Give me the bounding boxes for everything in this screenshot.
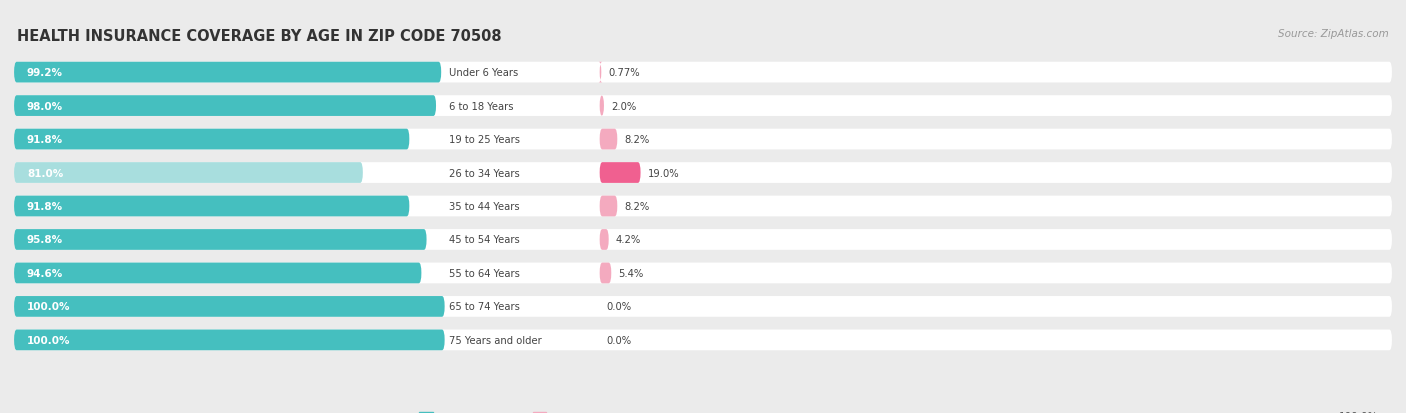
Text: 4.2%: 4.2%	[616, 235, 641, 245]
FancyBboxPatch shape	[14, 96, 436, 117]
FancyBboxPatch shape	[14, 263, 1392, 284]
Text: 100.0%: 100.0%	[27, 335, 70, 345]
Text: Under 6 Years: Under 6 Years	[449, 68, 519, 78]
Text: 6 to 18 Years: 6 to 18 Years	[449, 101, 513, 112]
Text: HEALTH INSURANCE COVERAGE BY AGE IN ZIP CODE 70508: HEALTH INSURANCE COVERAGE BY AGE IN ZIP …	[17, 29, 502, 44]
Legend: With Coverage, Without Coverage: With Coverage, Without Coverage	[415, 408, 661, 413]
FancyBboxPatch shape	[599, 196, 617, 217]
Text: 26 to 34 Years: 26 to 34 Years	[449, 168, 520, 178]
Text: 65 to 74 Years: 65 to 74 Years	[449, 301, 520, 312]
FancyBboxPatch shape	[599, 129, 617, 150]
FancyBboxPatch shape	[14, 230, 1392, 250]
FancyBboxPatch shape	[14, 263, 422, 284]
FancyBboxPatch shape	[599, 263, 612, 284]
FancyBboxPatch shape	[14, 163, 363, 183]
Text: 35 to 44 Years: 35 to 44 Years	[449, 202, 520, 211]
Text: 94.6%: 94.6%	[27, 268, 63, 278]
FancyBboxPatch shape	[599, 63, 602, 83]
FancyBboxPatch shape	[599, 96, 605, 117]
Text: Source: ZipAtlas.com: Source: ZipAtlas.com	[1278, 29, 1389, 39]
FancyBboxPatch shape	[14, 196, 1392, 217]
Text: 8.2%: 8.2%	[624, 202, 650, 211]
FancyBboxPatch shape	[14, 129, 409, 150]
Text: 2.0%: 2.0%	[610, 101, 636, 112]
FancyBboxPatch shape	[14, 63, 441, 83]
FancyBboxPatch shape	[14, 330, 444, 350]
FancyBboxPatch shape	[599, 230, 609, 250]
Text: 98.0%: 98.0%	[27, 101, 63, 112]
Text: 100.0%: 100.0%	[1339, 411, 1378, 413]
Text: 0.0%: 0.0%	[606, 335, 631, 345]
Text: 0.77%: 0.77%	[609, 68, 640, 78]
Text: 45 to 54 Years: 45 to 54 Years	[449, 235, 520, 245]
Text: 95.8%: 95.8%	[27, 235, 63, 245]
Text: 55 to 64 Years: 55 to 64 Years	[449, 268, 520, 278]
Text: 91.8%: 91.8%	[27, 202, 63, 211]
Text: 75 Years and older: 75 Years and older	[449, 335, 541, 345]
Text: 81.0%: 81.0%	[27, 168, 63, 178]
Text: 8.2%: 8.2%	[624, 135, 650, 145]
Text: 19 to 25 Years: 19 to 25 Years	[449, 135, 520, 145]
FancyBboxPatch shape	[14, 63, 1392, 83]
FancyBboxPatch shape	[14, 96, 1392, 117]
FancyBboxPatch shape	[14, 163, 1392, 183]
FancyBboxPatch shape	[14, 129, 1392, 150]
Text: 99.2%: 99.2%	[27, 68, 63, 78]
Text: 91.8%: 91.8%	[27, 135, 63, 145]
FancyBboxPatch shape	[599, 163, 641, 183]
Text: 100.0%: 100.0%	[27, 301, 70, 312]
Text: 0.0%: 0.0%	[606, 301, 631, 312]
FancyBboxPatch shape	[14, 296, 444, 317]
FancyBboxPatch shape	[14, 230, 426, 250]
FancyBboxPatch shape	[14, 330, 1392, 350]
FancyBboxPatch shape	[14, 296, 1392, 317]
Text: 5.4%: 5.4%	[619, 268, 644, 278]
Text: 19.0%: 19.0%	[647, 168, 679, 178]
FancyBboxPatch shape	[14, 196, 409, 217]
